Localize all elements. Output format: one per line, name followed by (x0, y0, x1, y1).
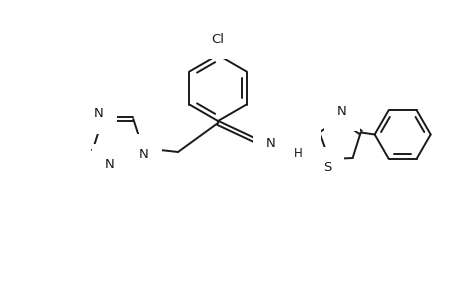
Text: H: H (293, 146, 302, 160)
Text: N: N (105, 158, 115, 170)
Text: N: N (297, 140, 307, 152)
Text: N: N (266, 136, 275, 149)
Text: Cl: Cl (211, 32, 224, 46)
Text: N: N (336, 104, 346, 118)
Text: S: S (322, 160, 330, 174)
Text: N: N (94, 107, 103, 121)
Text: N: N (139, 148, 148, 160)
